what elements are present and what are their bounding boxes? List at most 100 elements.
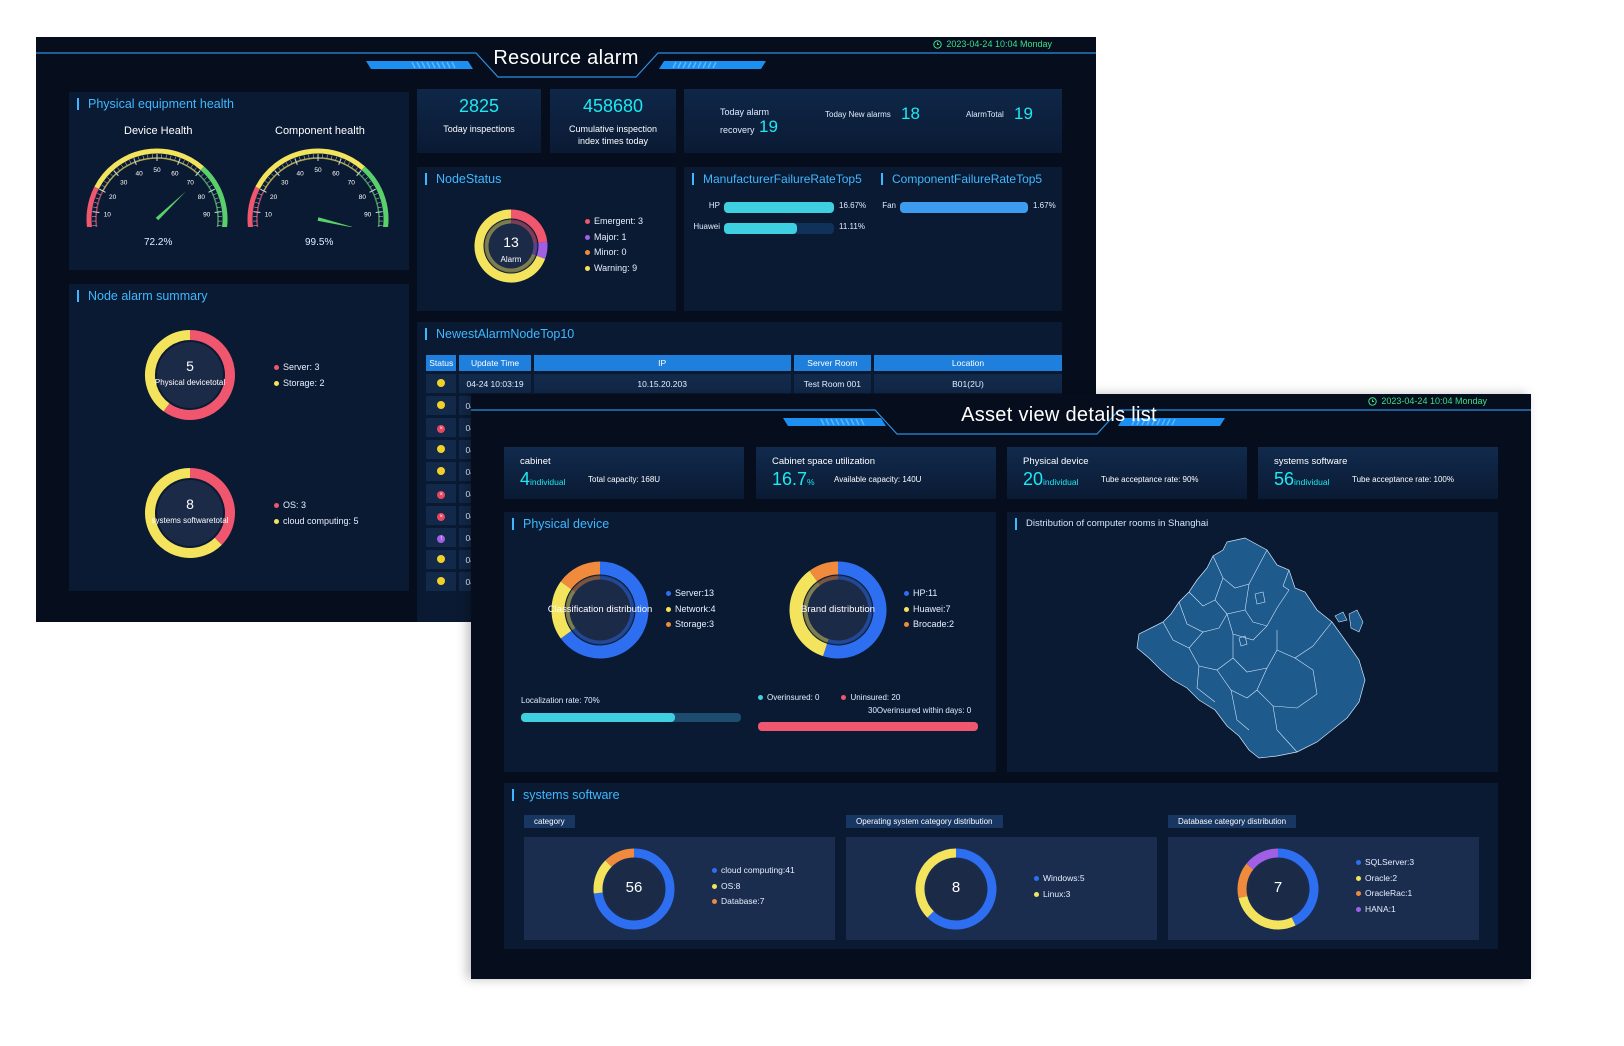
gauge-tick (364, 177, 369, 181)
donut-center (566, 576, 634, 644)
legend-item[interactable]: Server:13 (666, 586, 716, 602)
recovery-label: Today alarm recovery (720, 107, 770, 135)
donut-slice[interactable] (1237, 863, 1254, 899)
donut-slice[interactable] (510, 209, 548, 243)
map-region[interactable] (1136, 537, 1366, 759)
map-island[interactable] (1334, 611, 1348, 623)
panel-title: NewestAlarmNodeTop10 (425, 328, 574, 340)
column-header[interactable]: IP (533, 355, 791, 371)
legend-item[interactable]: OracleRac:1 (1356, 886, 1414, 902)
legend-item[interactable]: Huawei:7 (904, 602, 954, 618)
donut-slice[interactable] (551, 581, 572, 639)
legend-item[interactable]: Linux:3 (1034, 887, 1085, 903)
table-header-row: Status Update Time IP Server Room Locati… (426, 355, 1062, 371)
legend-item[interactable]: Storage:3 (666, 617, 716, 633)
gauge-tick (376, 202, 381, 204)
legend-dot (585, 219, 590, 225)
donut-slice[interactable] (593, 860, 612, 894)
component-top5-title: ComponentFailureRateTop5 (881, 173, 1042, 185)
legend-item[interactable]: OS:8 (712, 879, 795, 895)
donut-slice[interactable] (474, 209, 546, 283)
table-row[interactable]: 04-24 10:03:19 10.15.20.203 Test Room 001 B… (426, 374, 1062, 393)
gauge-tick (129, 160, 132, 164)
donut-slice[interactable] (823, 561, 887, 659)
donut-slice[interactable] (560, 561, 601, 590)
gauge-tick (214, 211, 222, 213)
card-sub: Tube acceptance rate: 90% (1101, 475, 1199, 484)
gauge-tick (94, 202, 99, 204)
donut-slice[interactable] (593, 848, 675, 930)
table-cell: 04-24 10:03:19 (459, 374, 531, 393)
os-donut (915, 848, 997, 930)
column-header[interactable]: Server Room (793, 355, 871, 371)
donut-slice[interactable] (1238, 895, 1296, 930)
legend-item[interactable]: Server: 3 (274, 360, 325, 376)
panel-title: Physical device (512, 518, 609, 530)
legend-item[interactable]: Major: 1 (585, 230, 643, 246)
os-legend: Windows:5 Linux:3 (1034, 871, 1085, 902)
recovery-value: 19 (759, 117, 778, 136)
database-distribution-box: 7 SQLServer:3 Oracle:2 OracleRac:1 HANA:1 (1168, 837, 1479, 940)
systems-software-panel: systems software category 56 cloud compu… (504, 783, 1498, 949)
node-status-legend: Emergent: 3 Major: 1 Minor: 0 Warning: 9 (585, 214, 643, 276)
gauge-tick (92, 211, 100, 213)
donut-slice[interactable] (915, 848, 957, 918)
gauge-tick (355, 167, 358, 171)
gauge-tick (195, 170, 201, 177)
legend-item[interactable]: cloud computing: 5 (274, 514, 359, 530)
legend-item[interactable]: OS: 3 (274, 498, 359, 514)
bar-track[interactable] (900, 202, 1028, 213)
donut-slice[interactable] (163, 330, 235, 420)
legend-item[interactable]: Windows:5 (1034, 871, 1085, 887)
gauge-tick (377, 206, 382, 208)
gauge-tick (142, 155, 145, 160)
legend-dot (666, 622, 671, 628)
donut-slice[interactable] (145, 468, 222, 558)
database-distribution-tag: Database category distribution (1168, 815, 1297, 828)
donut-slice[interactable] (927, 848, 997, 930)
donut-slice[interactable] (189, 468, 235, 545)
donut-slice[interactable] (605, 848, 635, 867)
gauge-tick (375, 197, 380, 200)
gauge-tick (290, 160, 293, 164)
legend-item[interactable]: Oracle:2 (1356, 871, 1414, 887)
legend-item[interactable]: HP:11 (904, 586, 954, 602)
legend-item[interactable]: SQLServer:3 (1356, 855, 1414, 871)
legend-item[interactable]: Network:4 (666, 602, 716, 618)
donut-slice[interactable] (1246, 848, 1279, 870)
gauge-tick-label: 90 (203, 211, 211, 218)
page-title: Asset view details list (961, 404, 1157, 426)
legend-item[interactable]: cloud computing:41 (712, 863, 795, 879)
column-header[interactable]: Location (873, 355, 1062, 371)
legend-item[interactable]: Brocade:2 (904, 617, 954, 633)
column-header[interactable]: Update Time (459, 355, 531, 371)
legend-item[interactable]: HANA:1 (1356, 902, 1414, 918)
donut-slice[interactable] (789, 570, 828, 657)
legend-item[interactable]: Database:7 (712, 894, 795, 910)
gauge-tick (326, 154, 328, 159)
gauge-tick-label: 30 (120, 180, 128, 187)
legend-item[interactable]: Storage: 2 (274, 376, 325, 392)
card-value: 4individual (520, 469, 566, 489)
gauge-band (361, 166, 389, 227)
bar-track[interactable] (724, 223, 834, 234)
legend-item[interactable]: Emergent: 3 (585, 214, 643, 230)
manufacturer-top5-title: ManufacturerFailureRateTop5 (692, 173, 862, 185)
shanghai-map[interactable] (1127, 530, 1387, 762)
legend-dot (274, 503, 279, 509)
donut-slice[interactable] (560, 561, 649, 659)
alarm-total-label: AlarmTotal (966, 110, 1004, 119)
donut-slice[interactable] (145, 330, 191, 412)
legend-item[interactable]: Minor: 0 (585, 245, 643, 261)
donut-slice[interactable] (1277, 848, 1319, 926)
column-header[interactable]: Status (426, 355, 457, 371)
table-cell: 10.15.20.203 (533, 374, 791, 393)
donut-slice[interactable] (809, 561, 839, 582)
bar-track[interactable] (724, 202, 834, 213)
category-tag: category (524, 815, 575, 828)
bar-value: 11.11% (839, 222, 865, 231)
gauge-tick-label: 10 (104, 211, 112, 218)
donut-slice[interactable] (536, 241, 548, 259)
legend-item[interactable]: Warning: 9 (585, 261, 643, 277)
map-island[interactable] (1348, 609, 1364, 633)
